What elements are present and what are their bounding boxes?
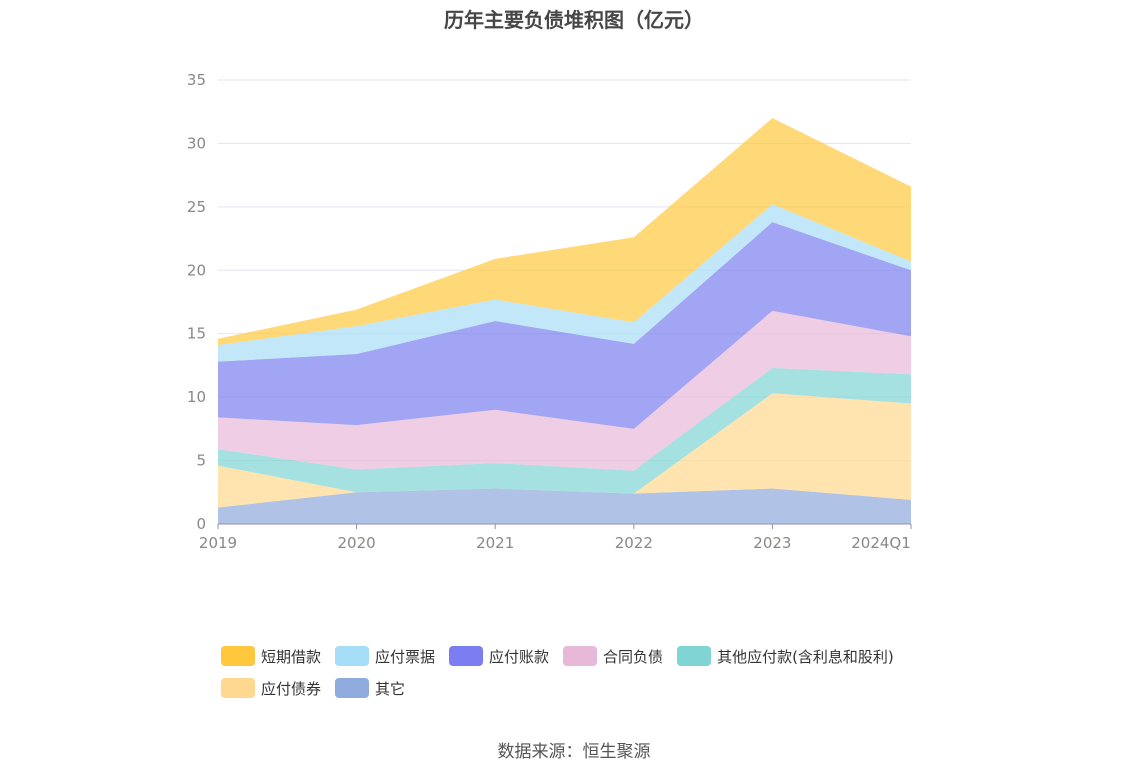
- x-tick-label: 2022: [615, 534, 653, 552]
- legend-label: 其他应付款(含利息和股利): [717, 647, 894, 666]
- y-tick-label: 10: [187, 388, 206, 406]
- y-tick-label: 35: [187, 71, 206, 89]
- y-tick-label: 20: [187, 261, 206, 279]
- legend-item[interactable]: 应付账款: [449, 646, 549, 667]
- x-tick-label: 2021: [476, 534, 514, 552]
- legend-swatch: [449, 646, 484, 666]
- legend-row: 短期借款 应付票据 应付账款 合同负债 其他应付款(含利息和股利): [221, 640, 981, 672]
- legend-row: 应付债券 其它: [221, 672, 981, 704]
- y-tick-label: 5: [196, 452, 206, 470]
- legend-label: 短期借款: [261, 647, 322, 666]
- legend-item[interactable]: 其它: [335, 678, 405, 699]
- legend-label: 合同负债: [603, 647, 664, 666]
- y-tick-label: 15: [187, 325, 206, 343]
- legend-swatch: [335, 678, 370, 698]
- area-series-其它[interactable]: [218, 488, 911, 525]
- legend-swatch: [335, 646, 370, 666]
- legend-swatch: [563, 646, 598, 666]
- y-tick-label: 30: [187, 134, 206, 152]
- chart-title: 历年主要负债堆积图（亿元）: [444, 8, 704, 32]
- legend-label: 应付票据: [375, 647, 436, 666]
- y-tick-label: 25: [187, 198, 206, 216]
- legend-label: 应付债券: [261, 679, 322, 698]
- legend-item[interactable]: 应付票据: [335, 646, 435, 667]
- x-tick-label: 2024Q1: [851, 534, 911, 552]
- legend-label: 应付账款: [489, 647, 550, 666]
- legend-swatch: [677, 646, 712, 666]
- area-series-合同负债[interactable]: [218, 310, 911, 471]
- data-source: 数据来源：恒生聚源: [497, 742, 651, 762]
- legend: 短期借款 应付票据 应付账款 合同负债 其他应付款(含利息和股利) 应付债券 其它: [221, 640, 981, 704]
- area-series-应付票据[interactable]: [218, 204, 911, 362]
- legend-swatch: [221, 678, 255, 698]
- area-series-应付账款[interactable]: [218, 222, 911, 429]
- legend-swatch: [221, 646, 255, 666]
- y-tick-label: 0: [196, 515, 206, 533]
- area-series-短期借款[interactable]: [218, 118, 911, 346]
- legend-item[interactable]: 应付债券: [221, 678, 321, 699]
- area-series-应付债券[interactable]: [218, 393, 911, 508]
- legend-label: 其它: [375, 679, 406, 698]
- legend-item[interactable]: 短期借款: [221, 646, 321, 667]
- legend-item[interactable]: 其他应付款(含利息和股利): [677, 646, 894, 667]
- x-tick-label: 2019: [199, 534, 237, 552]
- legend-item[interactable]: 合同负债: [563, 646, 663, 667]
- x-tick-label: 2020: [338, 534, 376, 552]
- area-series-其他应付款(含利息和股利)[interactable]: [218, 368, 911, 494]
- x-tick-label: 2023: [753, 534, 791, 552]
